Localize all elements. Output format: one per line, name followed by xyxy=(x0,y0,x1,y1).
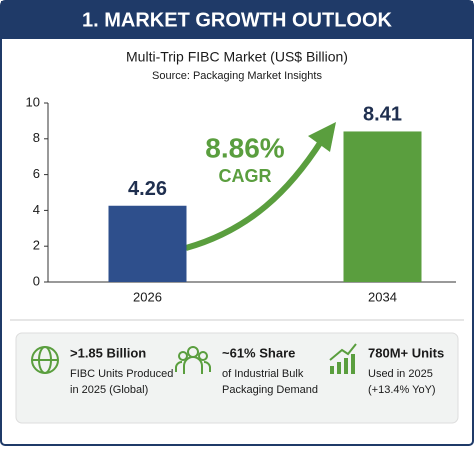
y-tick-label: 0 xyxy=(33,273,40,288)
stat-title: >1.85 Billion xyxy=(70,345,146,360)
stats-box xyxy=(15,332,459,424)
stat-line: Packaging Demand xyxy=(222,384,318,396)
y-tick-label: 10 xyxy=(26,94,40,109)
y-tick-label: 8 xyxy=(33,130,40,145)
y-tick-label: 2 xyxy=(33,238,40,253)
header-title: 1. MARKET GROWTH OUTLOOK xyxy=(82,9,393,31)
bar xyxy=(343,131,422,282)
header-band xyxy=(1,1,473,39)
stat-line: (+13.4% YoY) xyxy=(368,384,436,396)
x-tick-label: 2026 xyxy=(133,289,162,304)
chart-subtitle: Source: Packaging Market Insights xyxy=(152,70,322,82)
arrow-head xyxy=(308,122,336,152)
cagr-label: CAGR xyxy=(219,166,272,186)
globe-icon xyxy=(31,346,59,374)
value-label: 4.26 xyxy=(128,178,167,200)
stat-line: Used in 2025 xyxy=(368,368,433,380)
people-icon xyxy=(175,346,211,374)
stat-line: in 2025 (Global) xyxy=(70,384,148,396)
bar xyxy=(108,205,187,282)
stat-title: ~61% Share xyxy=(222,345,295,360)
growth-arrow xyxy=(185,138,325,251)
stats-panel: >1.85 Billion FIBC Units Produced in 202… xyxy=(15,332,459,424)
cagr-value: 8.86% xyxy=(205,132,284,163)
stat-title: 780M+ Units xyxy=(368,345,444,360)
stat-line: FIBC Units Produced xyxy=(70,368,173,380)
value-label: 8.41 xyxy=(363,104,402,126)
x-tick-label: 2034 xyxy=(368,289,397,304)
chart-title: Multi-Trip FIBC Market (US$ Billion) xyxy=(126,49,348,65)
y-tick-label: 4 xyxy=(33,202,40,217)
stat-line: of Industrial Bulk xyxy=(222,368,304,380)
y-tick-label: 6 xyxy=(33,166,40,181)
growth-icon xyxy=(329,343,357,374)
